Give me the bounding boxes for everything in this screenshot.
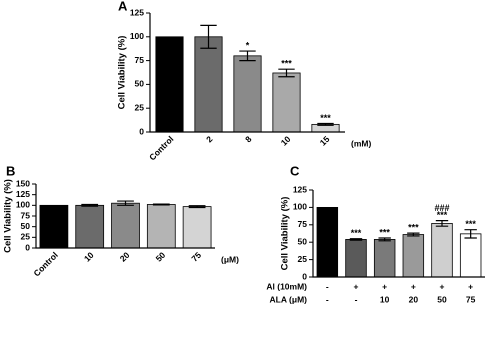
y-tick-label: 125 <box>16 189 30 199</box>
bar <box>111 202 140 249</box>
axes <box>312 190 485 278</box>
bar <box>402 234 425 278</box>
y-tick-label: 100 <box>16 200 30 210</box>
y-axis-title: Cell Viability (%) <box>3 179 14 253</box>
row-value: + <box>411 281 416 291</box>
y-tick-label: 0 <box>302 271 307 281</box>
y-tick-label: 25 <box>135 102 145 112</box>
y-tick-label: 125 <box>130 7 144 17</box>
panel-letter: B <box>6 163 15 178</box>
error-bar <box>407 232 420 237</box>
y-tick-label: 100 <box>293 202 307 212</box>
bar <box>459 233 482 278</box>
row-value: - <box>326 294 329 304</box>
bar <box>155 36 184 133</box>
row-value: 75 <box>466 294 476 304</box>
bar <box>272 72 301 133</box>
bar <box>75 204 105 249</box>
row-value: 20 <box>409 294 419 304</box>
y-tick-label: 150 <box>16 178 30 188</box>
bar <box>146 204 176 249</box>
row-value: + <box>468 281 473 291</box>
significance-label: *** <box>379 227 390 237</box>
error-bar <box>117 200 134 206</box>
x-tick-label: 15 <box>318 134 332 148</box>
significance-label: ### <box>434 203 449 213</box>
significance-label: *** <box>281 59 292 69</box>
y-tick-label: 0 <box>25 242 30 252</box>
error-bar <box>188 205 206 209</box>
y-tick-label: 75 <box>135 55 145 65</box>
error-bar <box>464 229 477 239</box>
row-value: + <box>440 281 445 291</box>
x-unit: (μM) <box>221 254 239 264</box>
axes <box>35 184 215 249</box>
significance-label: *** <box>351 228 362 238</box>
y-tick-label: 25 <box>298 254 308 264</box>
bar <box>316 206 339 278</box>
error-bar <box>239 50 256 62</box>
y-tick-label: 50 <box>21 221 31 231</box>
error-bar <box>81 203 99 207</box>
y-tick-label: 100 <box>130 31 144 41</box>
significance-label: *** <box>320 113 331 123</box>
y-tick-label: 50 <box>298 236 308 246</box>
bar <box>39 204 69 249</box>
x-tick-label: 50 <box>154 250 168 264</box>
x-tick-label: Control <box>147 134 175 162</box>
error-bar <box>349 238 363 241</box>
error-bar <box>435 220 449 227</box>
x-unit: (mM) <box>351 138 371 148</box>
x-tick-label: 2 <box>204 134 215 145</box>
y-tick-label: 125 <box>293 184 307 194</box>
bar <box>233 55 262 133</box>
row-label: Al (10mM) <box>266 281 307 291</box>
y-tick-label: 75 <box>298 219 308 229</box>
error-bar <box>278 68 295 78</box>
axes <box>149 13 345 133</box>
row-value: + <box>354 281 359 291</box>
significance-label: *** <box>465 219 476 229</box>
error-bar <box>378 237 391 242</box>
x-tick-label: Control <box>31 250 59 278</box>
row-value: 10 <box>380 294 390 304</box>
panel-letter: A <box>118 0 128 13</box>
panel-letter: C <box>290 163 300 178</box>
y-axis-title: Cell Viability (%) <box>280 197 291 271</box>
error-bar <box>200 24 217 49</box>
error-bar <box>152 203 170 206</box>
bar <box>373 239 396 278</box>
y-axis-title: Cell Viability (%) <box>117 36 128 110</box>
x-tick-label: 75 <box>189 250 203 264</box>
y-tick-label: 25 <box>21 232 31 242</box>
significance-label: *** <box>437 210 448 220</box>
x-tick-label: 8 <box>243 134 254 145</box>
row-label: ALA (μM) <box>270 294 308 304</box>
row-value: - <box>326 281 329 291</box>
y-tick-label: 50 <box>135 79 145 89</box>
x-tick-label: 20 <box>118 250 132 264</box>
x-tick-label: 10 <box>279 134 293 148</box>
bar <box>182 206 212 249</box>
y-tick-label: 0 <box>139 126 144 136</box>
row-value: 50 <box>437 294 447 304</box>
bar <box>431 223 453 278</box>
x-tick-label: 10 <box>82 250 96 264</box>
y-tick-label: 75 <box>21 210 31 220</box>
bar <box>194 36 223 133</box>
bar <box>345 239 367 278</box>
row-value: - <box>355 294 358 304</box>
significance-label: *** <box>408 223 419 233</box>
significance-label: * <box>246 40 250 50</box>
error-bar <box>317 122 334 126</box>
row-value: + <box>382 281 387 291</box>
